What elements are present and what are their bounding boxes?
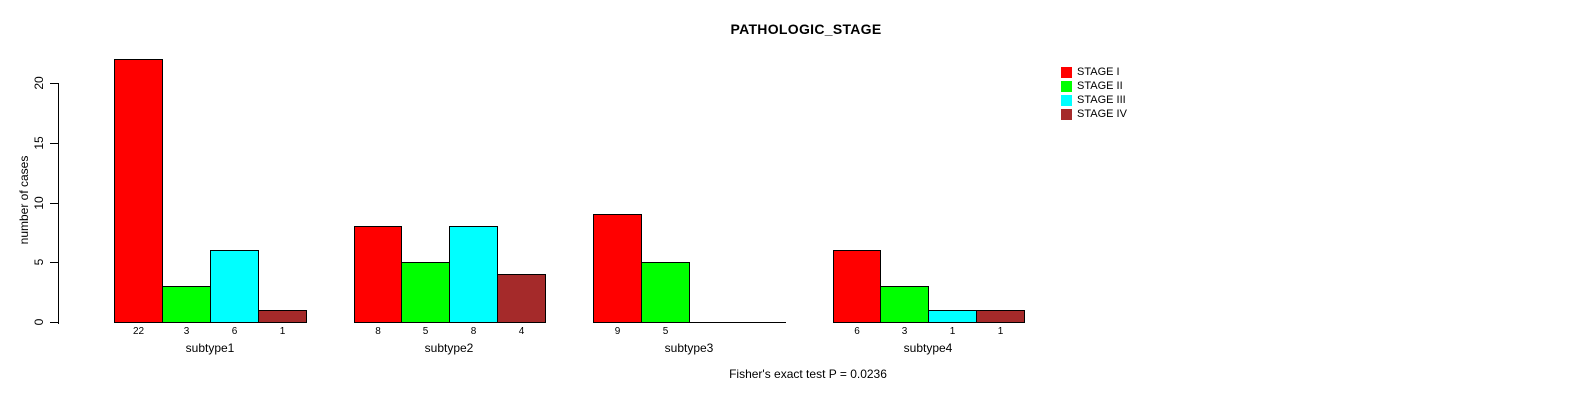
legend-item: STAGE II <box>1061 79 1127 93</box>
legend-swatch-icon <box>1061 94 1072 106</box>
legend-swatch-icon <box>1061 80 1072 92</box>
zero-bar-baseline <box>689 322 738 323</box>
y-axis-tick-label: 20 <box>32 76 46 90</box>
bar-value-label: 8 <box>470 326 477 337</box>
y-axis-tick <box>50 322 58 323</box>
bar-stageiii-subtype1 <box>210 250 259 323</box>
bar-stageii-subtype3 <box>641 262 690 323</box>
legend-item: STAGE I <box>1061 65 1127 79</box>
bar-stagei-subtype4 <box>833 250 881 323</box>
bar-value-label: 1 <box>997 326 1004 337</box>
y-axis-tick-label: 15 <box>32 136 46 150</box>
legend-item: STAGE III <box>1061 93 1127 107</box>
y-axis-title: number of cases <box>17 155 31 245</box>
bar-value-label: 8 <box>375 326 381 337</box>
bar-value-label: 6 <box>231 326 238 337</box>
bar-value-label: 3 <box>901 326 908 337</box>
bar-value-label: 1 <box>949 326 956 337</box>
category-label-subtype3: subtype3 <box>664 341 714 355</box>
bar-stageii-subtype4 <box>880 286 929 323</box>
bar-value-label: 6 <box>854 326 860 337</box>
legend-swatch-icon <box>1061 108 1072 120</box>
legend-label: STAGE II <box>1077 80 1123 92</box>
bar-stageiv-subtype4 <box>976 310 1025 323</box>
y-axis-tick <box>50 143 58 144</box>
bar-stagei-subtype3 <box>593 214 642 323</box>
bar-stageiv-subtype2 <box>497 274 546 323</box>
legend-label: STAGE IV <box>1077 108 1127 120</box>
bar-value-label: 4 <box>518 326 525 337</box>
bar-stagei-subtype1 <box>114 59 163 323</box>
y-axis-line <box>58 83 59 324</box>
y-axis-tick-label: 10 <box>32 196 46 210</box>
bar-stageii-subtype2 <box>401 262 450 323</box>
legend: STAGE I STAGE II STAGE III STAGE IV <box>1061 65 1127 121</box>
y-axis-tick-label: 0 <box>32 318 46 326</box>
bar-stageiii-subtype4 <box>928 310 977 323</box>
bar-stageii-subtype1 <box>162 286 211 323</box>
bar-value-label: 3 <box>183 326 190 337</box>
bar-value-label: 5 <box>422 326 429 337</box>
legend-label: STAGE III <box>1077 94 1126 106</box>
y-axis-tick <box>50 203 58 204</box>
fisher-test-caption: Fisher's exact test P = 0.0236 <box>729 367 887 381</box>
legend-item: STAGE IV <box>1061 107 1127 121</box>
category-label-subtype1: subtype1 <box>185 341 235 355</box>
zero-bar-baseline <box>737 322 786 323</box>
bar-value-label: 1 <box>279 326 286 337</box>
legend-swatch-icon <box>1061 66 1072 78</box>
chart-title: PATHOLOGIC_STAGE <box>730 21 882 37</box>
category-label-subtype2: subtype2 <box>424 341 474 355</box>
bar-value-label: 22 <box>132 326 145 337</box>
category-label-subtype4: subtype4 <box>903 341 953 355</box>
y-axis-tick <box>50 262 58 263</box>
bar-value-label: 5 <box>662 326 669 337</box>
y-axis-tick-label: 5 <box>32 258 46 266</box>
bar-stageiv-subtype1 <box>258 310 307 323</box>
bar-stagei-subtype2 <box>354 226 402 323</box>
bar-value-label: 9 <box>614 326 621 337</box>
legend-label: STAGE I <box>1077 66 1120 78</box>
y-axis-tick <box>50 83 58 84</box>
bar-stageiii-subtype2 <box>449 226 498 323</box>
